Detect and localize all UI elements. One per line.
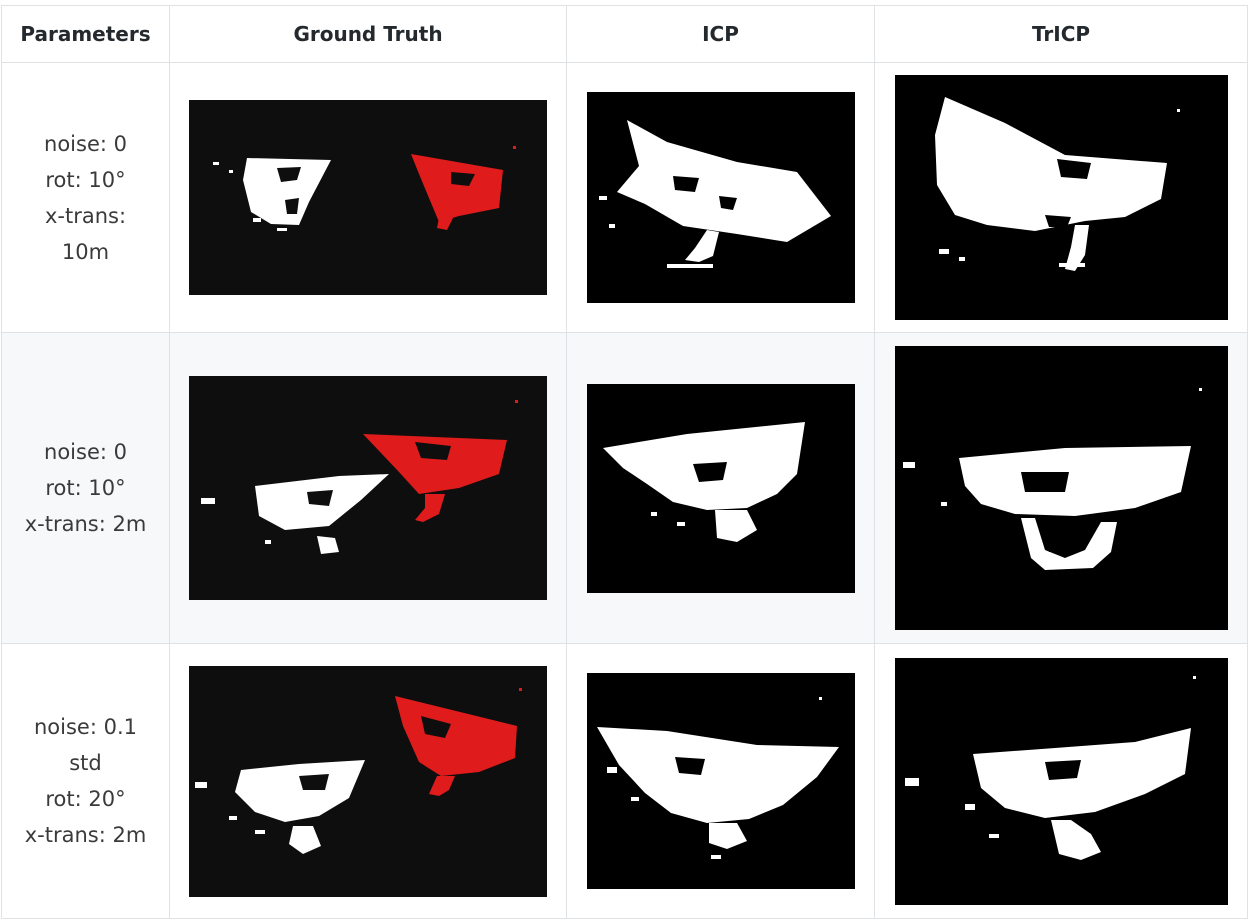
tricp-cell [874,332,1248,644]
header-icp: ICP [566,5,875,63]
param-translation-value: 10m [61,239,110,264]
param-translation: x-trans: [44,203,127,228]
icp-point-cloud [586,92,855,303]
icp-cell [566,643,875,919]
results-table: Parameters Ground Truth ICP TrICP noise:… [1,5,1248,919]
header-ground-truth: Ground Truth [169,5,567,63]
table-row: noise: 0 rot: 10° x-trans: 10m [1,62,1248,333]
ground-truth-point-cloud [189,100,547,295]
param-noise: noise: 0 [44,131,127,156]
param-translation: x-trans: 2m [24,512,147,536]
ground-truth-cell [169,643,567,919]
tricp-point-cloud [894,346,1228,630]
table-row: noise: 0 rot: 10° x-trans: 2m [1,332,1248,644]
icp-cell [566,62,875,333]
param-rotation: rot: 10° [45,167,126,192]
param-translation: x-trans: 2m [24,823,147,847]
tricp-cell [874,643,1248,919]
icp-cell [566,332,875,644]
param-rotation: rot: 20° [45,787,126,811]
ground-truth-point-cloud [189,665,547,897]
header-row: Parameters Ground Truth ICP TrICP [1,5,1248,63]
param-rotation: rot: 10° [45,476,126,500]
parameters-cell: noise: 0 rot: 10° x-trans: 2m [1,332,170,644]
parameters-cell: noise: 0.1 std rot: 20° x-trans: 2m [1,643,170,919]
header-parameters: Parameters [1,5,170,63]
parameters-cell: noise: 0 rot: 10° x-trans: 10m [1,62,170,333]
ground-truth-cell [169,62,567,333]
tricp-cell [874,62,1248,333]
table-row: noise: 0.1 std rot: 20° x-trans: 2m [1,643,1248,919]
tricp-point-cloud [894,75,1228,320]
ground-truth-point-cloud [189,376,547,600]
ground-truth-cell [169,332,567,644]
param-noise-std: std [69,751,102,775]
icp-point-cloud [586,673,855,889]
param-noise: noise: 0.1 [33,715,137,739]
tricp-point-cloud [894,657,1228,905]
header-tricp: TrICP [874,5,1248,63]
param-noise: noise: 0 [44,440,127,464]
icp-point-cloud [586,383,855,593]
